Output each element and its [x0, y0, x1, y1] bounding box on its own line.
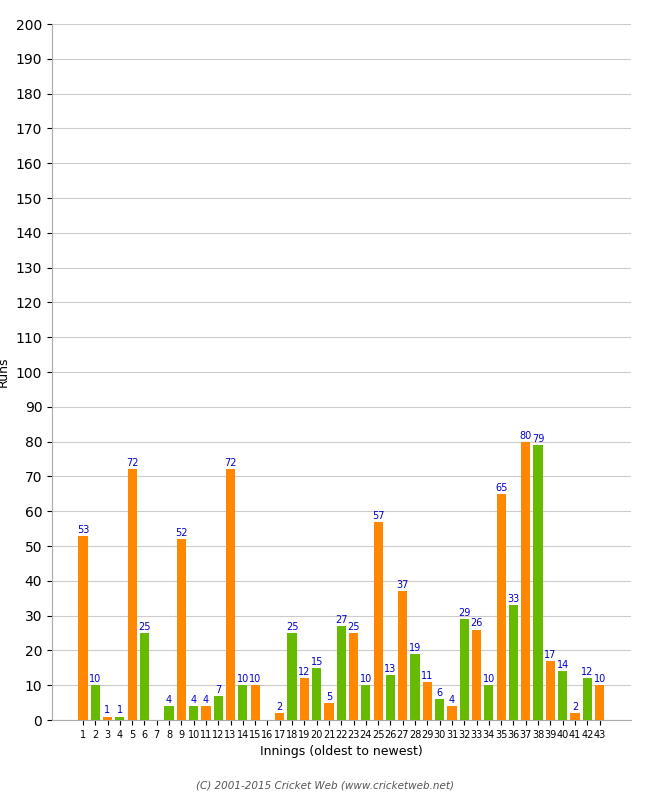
Text: 15: 15 [311, 657, 323, 666]
Bar [521, 442, 530, 720]
Bar [509, 605, 518, 720]
Bar [140, 633, 149, 720]
Text: 10: 10 [249, 674, 261, 684]
Text: 13: 13 [384, 664, 396, 674]
Bar [447, 706, 456, 720]
Bar [202, 706, 211, 720]
Text: 10: 10 [593, 674, 606, 684]
Bar [300, 678, 309, 720]
Text: 4: 4 [203, 695, 209, 705]
Bar [164, 706, 174, 720]
Text: 2: 2 [572, 702, 578, 712]
Text: 52: 52 [175, 528, 188, 538]
Text: 4: 4 [449, 695, 455, 705]
Text: 25: 25 [347, 622, 360, 632]
Text: 7: 7 [215, 685, 222, 694]
Bar [275, 713, 284, 720]
Text: 4: 4 [166, 695, 172, 705]
Bar [386, 674, 395, 720]
Bar [177, 539, 186, 720]
Text: 10: 10 [483, 674, 495, 684]
Text: 26: 26 [471, 618, 483, 629]
Text: 11: 11 [421, 670, 434, 681]
Text: 65: 65 [495, 482, 508, 493]
Bar [422, 682, 432, 720]
Bar [250, 685, 260, 720]
Text: 10: 10 [237, 674, 249, 684]
Text: 37: 37 [396, 580, 409, 590]
Text: 6: 6 [437, 688, 443, 698]
Text: 10: 10 [89, 674, 101, 684]
Text: 5: 5 [326, 691, 332, 702]
Text: 72: 72 [126, 458, 138, 468]
Y-axis label: Runs: Runs [0, 357, 10, 387]
X-axis label: Innings (oldest to newest): Innings (oldest to newest) [260, 746, 422, 758]
Bar [312, 668, 321, 720]
Bar [570, 713, 580, 720]
Bar [103, 717, 112, 720]
Bar [337, 626, 346, 720]
Bar [582, 678, 592, 720]
Text: 33: 33 [508, 594, 519, 604]
Text: 12: 12 [581, 667, 593, 677]
Bar [558, 671, 567, 720]
Text: 2: 2 [277, 702, 283, 712]
Text: (C) 2001-2015 Cricket Web (www.cricketweb.net): (C) 2001-2015 Cricket Web (www.cricketwe… [196, 781, 454, 790]
Text: 53: 53 [77, 525, 89, 534]
Text: 17: 17 [544, 650, 556, 660]
Bar [460, 619, 469, 720]
Bar [410, 654, 420, 720]
Bar [497, 494, 506, 720]
Text: 25: 25 [138, 622, 151, 632]
Text: 25: 25 [286, 622, 298, 632]
Bar [595, 685, 604, 720]
Text: 1: 1 [105, 706, 111, 715]
Bar [189, 706, 198, 720]
Bar [287, 633, 296, 720]
Bar [484, 685, 493, 720]
Bar [349, 633, 358, 720]
Text: 27: 27 [335, 615, 348, 625]
Bar [238, 685, 248, 720]
Bar [214, 696, 223, 720]
Text: 19: 19 [409, 643, 421, 653]
Bar [472, 630, 481, 720]
Bar [374, 522, 383, 720]
Text: 57: 57 [372, 510, 384, 521]
Text: 4: 4 [190, 695, 197, 705]
Bar [127, 470, 136, 720]
Bar [115, 717, 124, 720]
Text: 14: 14 [556, 660, 569, 670]
Text: 29: 29 [458, 608, 471, 618]
Text: 12: 12 [298, 667, 311, 677]
Bar [361, 685, 370, 720]
Text: 80: 80 [519, 430, 532, 441]
Bar [534, 445, 543, 720]
Bar [546, 661, 555, 720]
Bar [226, 470, 235, 720]
Text: 79: 79 [532, 434, 544, 444]
Bar [324, 702, 333, 720]
Bar [435, 699, 445, 720]
Text: 1: 1 [117, 706, 123, 715]
Bar [78, 535, 88, 720]
Bar [90, 685, 100, 720]
Text: 72: 72 [224, 458, 237, 468]
Text: 10: 10 [359, 674, 372, 684]
Bar [398, 591, 408, 720]
